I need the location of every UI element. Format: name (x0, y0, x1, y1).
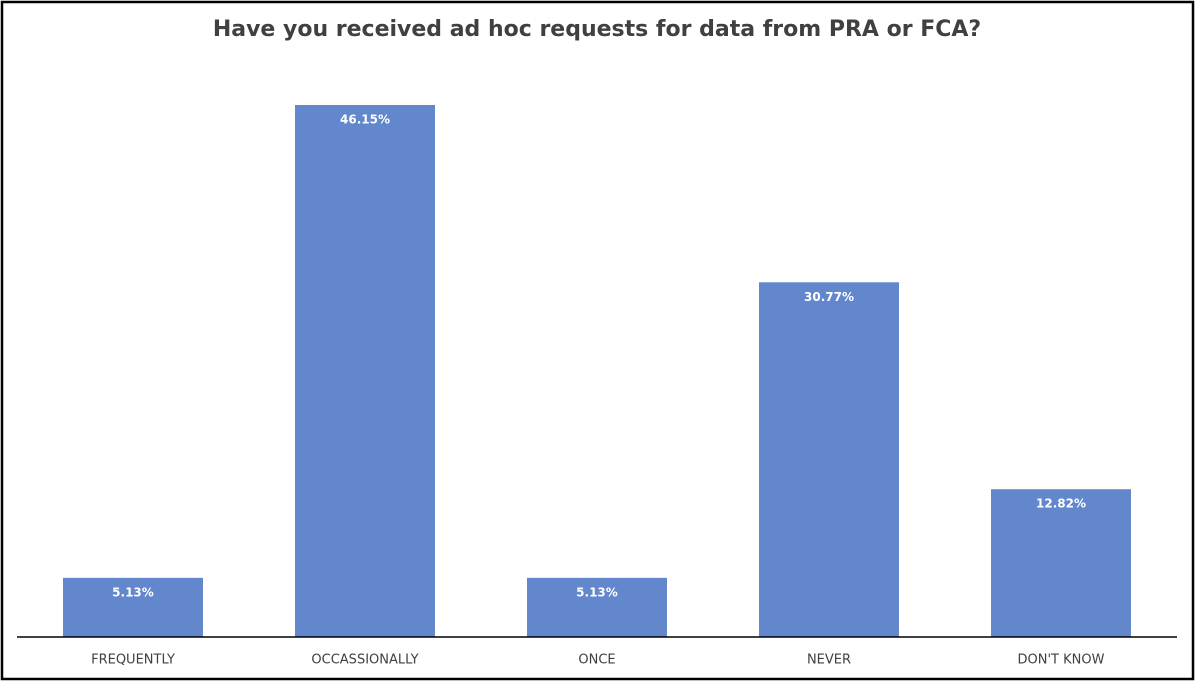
x-tick-label: FREQUENTLY (91, 653, 175, 668)
bar (63, 577, 203, 637)
data-label: 5.13% (112, 585, 154, 599)
data-label: 46.15% (340, 113, 390, 127)
x-tick-label: ONCE (578, 653, 615, 668)
bar (991, 489, 1131, 637)
data-label: 5.13% (576, 585, 618, 599)
bar (527, 577, 667, 637)
chart-title: Have you received ad hoc requests for da… (213, 17, 981, 42)
bar (295, 105, 435, 637)
x-tick-label: DON'T KNOW (1018, 653, 1105, 668)
data-label: 30.77% (804, 290, 854, 304)
data-label: 12.82% (1036, 497, 1086, 511)
x-tick-label: OCCASSIONALLY (311, 653, 418, 668)
x-tick-label: NEVER (807, 653, 851, 668)
bar (759, 282, 899, 637)
